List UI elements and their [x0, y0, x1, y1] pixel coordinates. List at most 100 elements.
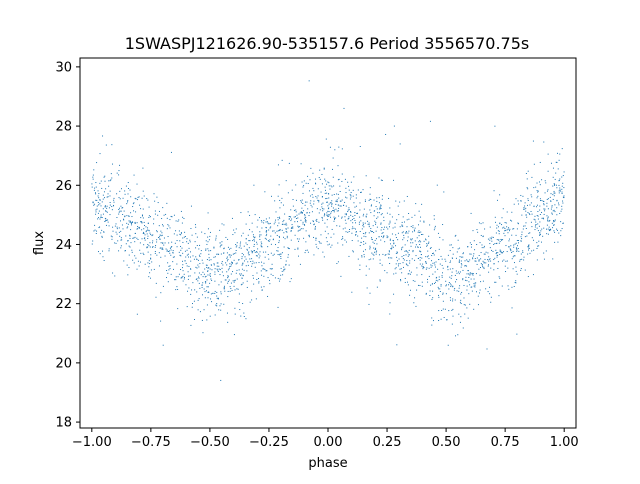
- data-point: [220, 253, 222, 255]
- data-point: [252, 251, 254, 253]
- data-point: [463, 304, 465, 306]
- data-point: [137, 260, 139, 262]
- data-point: [138, 196, 140, 198]
- data-point: [526, 178, 528, 180]
- data-point: [209, 273, 211, 275]
- data-point: [240, 274, 242, 276]
- data-point: [147, 235, 149, 237]
- data-point: [454, 287, 456, 289]
- data-point: [270, 273, 272, 275]
- data-point: [226, 260, 228, 262]
- data-point: [522, 228, 524, 230]
- data-point: [190, 268, 192, 270]
- data-point: [345, 205, 347, 207]
- data-point: [210, 293, 212, 295]
- data-point: [186, 306, 188, 308]
- data-point: [343, 107, 345, 109]
- data-point: [535, 186, 537, 188]
- data-point: [109, 204, 111, 206]
- data-point: [420, 231, 422, 233]
- data-point: [277, 164, 279, 166]
- data-point: [238, 259, 240, 261]
- data-point: [416, 274, 418, 276]
- data-point: [554, 183, 556, 185]
- data-point: [108, 180, 110, 182]
- data-point: [229, 266, 231, 268]
- data-point: [206, 259, 208, 261]
- data-point: [359, 145, 361, 147]
- data-point: [148, 276, 150, 278]
- data-point: [347, 231, 349, 233]
- data-point: [266, 230, 268, 232]
- data-point: [161, 232, 163, 234]
- data-point: [216, 297, 218, 299]
- data-point: [407, 273, 409, 275]
- data-point: [169, 265, 171, 267]
- data-point: [156, 196, 158, 198]
- data-point: [294, 234, 296, 236]
- data-point: [472, 255, 474, 257]
- data-point: [353, 227, 355, 229]
- data-point: [397, 265, 399, 267]
- data-point: [538, 225, 540, 227]
- data-point: [319, 169, 321, 171]
- data-point: [491, 240, 493, 242]
- data-point: [253, 250, 255, 252]
- data-point: [445, 284, 447, 286]
- data-point: [194, 272, 196, 274]
- data-point: [469, 272, 471, 274]
- data-point: [376, 250, 378, 252]
- data-point: [344, 216, 346, 218]
- data-point: [205, 275, 207, 277]
- data-point: [318, 201, 320, 203]
- data-point: [439, 236, 441, 238]
- data-point: [127, 274, 129, 276]
- data-point: [511, 307, 513, 309]
- data-point: [441, 264, 443, 266]
- data-point: [487, 291, 489, 293]
- data-point: [498, 242, 500, 244]
- data-point: [474, 260, 476, 262]
- data-point: [480, 258, 482, 260]
- data-point: [325, 138, 327, 140]
- data-point: [91, 243, 93, 245]
- data-point: [408, 218, 410, 220]
- data-point: [529, 204, 531, 206]
- data-point: [149, 272, 151, 274]
- data-point: [391, 247, 393, 249]
- data-point: [217, 262, 219, 264]
- data-point: [527, 188, 529, 190]
- data-point: [207, 236, 209, 238]
- data-point: [395, 252, 397, 254]
- data-point: [330, 202, 332, 204]
- data-point: [435, 261, 437, 263]
- data-point: [270, 243, 272, 245]
- data-point: [169, 219, 171, 221]
- data-point: [440, 318, 442, 320]
- data-point: [497, 267, 499, 269]
- data-point: [404, 250, 406, 252]
- data-point: [391, 233, 393, 235]
- data-point: [383, 235, 385, 237]
- data-point: [316, 197, 318, 199]
- data-point: [214, 271, 216, 273]
- data-point: [521, 258, 523, 260]
- data-point: [100, 205, 102, 207]
- data-point: [425, 256, 427, 258]
- data-point: [308, 235, 310, 237]
- data-point: [425, 262, 427, 264]
- data-point: [279, 216, 280, 218]
- data-point: [331, 203, 333, 205]
- data-point: [142, 208, 144, 210]
- data-point: [350, 196, 352, 198]
- data-point: [211, 264, 213, 266]
- data-point: [376, 286, 378, 288]
- data-point: [98, 210, 100, 212]
- data-point: [280, 267, 282, 269]
- data-point: [393, 179, 395, 181]
- data-point: [517, 200, 519, 202]
- data-point: [354, 219, 356, 221]
- data-point: [438, 296, 440, 298]
- data-point: [162, 248, 164, 250]
- data-point: [466, 289, 468, 291]
